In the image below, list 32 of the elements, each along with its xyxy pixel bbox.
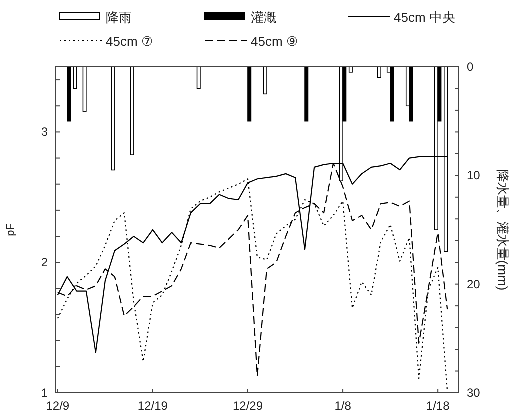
bar bbox=[348, 66, 353, 73]
y2-tick-label: 10 bbox=[467, 168, 481, 183]
bar bbox=[409, 66, 414, 122]
bar bbox=[130, 66, 134, 156]
bar bbox=[111, 66, 116, 171]
bar bbox=[73, 66, 78, 90]
bar bbox=[67, 66, 72, 122]
bar bbox=[390, 66, 394, 122]
bar bbox=[248, 66, 252, 122]
legend-label: 45cm ⑦ bbox=[106, 34, 154, 49]
y-tick-label: 3 bbox=[41, 125, 48, 140]
bar bbox=[263, 66, 268, 95]
y-axis-title: pF bbox=[5, 223, 17, 236]
x-tick-label: 12/19 bbox=[138, 399, 168, 413]
legend-label: 灌漑 bbox=[251, 10, 277, 25]
bar bbox=[196, 66, 201, 90]
x-tick-label: 12/29 bbox=[232, 399, 264, 413]
bar bbox=[304, 66, 309, 122]
x-tick-label: 1/18 bbox=[426, 399, 450, 413]
legend-label: 45cm 中央 bbox=[394, 10, 456, 25]
y2-tick-label: 30 bbox=[467, 386, 481, 400]
legend-label: 降雨 bbox=[106, 10, 132, 25]
x-tick-label: 12/9 bbox=[46, 399, 70, 413]
bar bbox=[377, 66, 382, 78]
bar bbox=[82, 66, 87, 112]
y2-axis-title: 降水量、灌水量(mm) bbox=[496, 169, 511, 291]
y-tick-label: 2 bbox=[41, 256, 48, 270]
y2-tick-label: 0 bbox=[467, 60, 474, 74]
y2-tick-label: 20 bbox=[467, 277, 481, 292]
x-tick-label: 1/8 bbox=[334, 399, 352, 413]
legend-label: 45cm ⑨ bbox=[251, 34, 298, 49]
y-tick-label: 1 bbox=[41, 386, 48, 400]
